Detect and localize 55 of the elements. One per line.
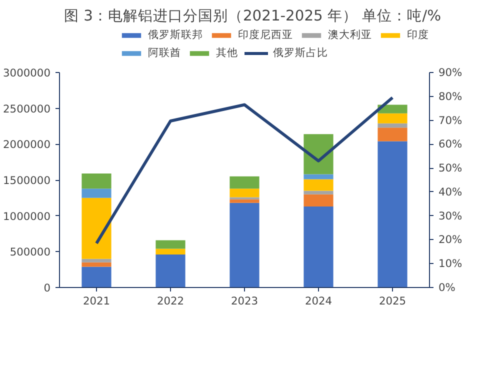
legend-label: 印度尼西亚 xyxy=(238,28,293,42)
bar xyxy=(378,128,408,142)
bar xyxy=(82,262,112,267)
legend-label: 俄罗斯联邦 xyxy=(148,28,203,42)
y2-tick-label: 60% xyxy=(438,138,462,151)
bar xyxy=(230,199,260,203)
bar xyxy=(304,179,334,191)
line-series xyxy=(95,96,394,245)
bar xyxy=(82,198,112,259)
legend-label: 阿联酋 xyxy=(148,46,181,60)
legend-label: 印度 xyxy=(407,28,429,42)
legend-label: 俄罗斯占比 xyxy=(273,46,328,60)
y2-tick-label: 80% xyxy=(438,90,462,103)
y-tick-label: 1000000 xyxy=(3,210,51,223)
bar xyxy=(230,202,260,288)
x-tick-label: 2022 xyxy=(156,294,184,308)
bar xyxy=(304,206,334,288)
y2-tick-label: 50% xyxy=(438,162,462,175)
y-tick-label: 3000000 xyxy=(3,66,51,80)
chart-title: 图 3：电解铝进口分国别（2021-2025 年） 单位：吨/% xyxy=(64,8,442,24)
bar xyxy=(156,248,186,255)
y2-tick-label: 30% xyxy=(438,209,462,222)
y2-tick-label: 0% xyxy=(438,281,456,294)
bar xyxy=(230,188,260,198)
bar xyxy=(304,174,334,180)
x-tick-label: 2021 xyxy=(82,294,110,308)
y2-tick-label: 20% xyxy=(438,233,462,246)
y2-tick-label: 40% xyxy=(438,185,462,198)
bar xyxy=(378,113,408,124)
bar xyxy=(230,176,260,189)
legend-label: 其他 xyxy=(216,46,238,60)
y-tick-label: 2000000 xyxy=(3,138,51,152)
bar xyxy=(82,188,112,198)
y-tick-label: 0 xyxy=(44,282,51,294)
bar xyxy=(82,258,112,262)
y-tick-label: 1500000 xyxy=(3,174,51,187)
y2-tick-label: 90% xyxy=(438,66,462,79)
y-tick-label: 500000 xyxy=(10,246,51,259)
y2-tick-label: 10% xyxy=(438,257,462,270)
y2-tick-label: 70% xyxy=(438,114,462,127)
x-tick-label: 2025 xyxy=(378,294,406,308)
bar xyxy=(378,104,408,114)
bar xyxy=(378,123,408,128)
bar xyxy=(304,190,334,194)
bar xyxy=(82,266,112,288)
x-tick-label: 2023 xyxy=(230,294,258,308)
bar xyxy=(304,194,334,207)
y-tick-label: 2500000 xyxy=(3,102,51,116)
legend-label: 澳大利亚 xyxy=(328,28,372,42)
bar xyxy=(378,141,408,288)
bar xyxy=(156,254,186,288)
bar xyxy=(304,134,334,174)
bar xyxy=(82,174,112,189)
x-tick-label: 2024 xyxy=(304,294,332,308)
bar xyxy=(156,240,186,249)
